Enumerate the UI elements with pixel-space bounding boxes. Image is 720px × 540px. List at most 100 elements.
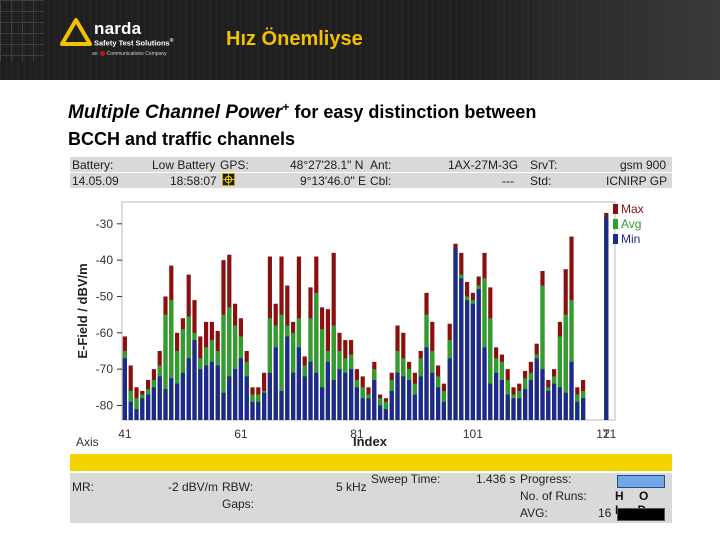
bar-min	[389, 390, 394, 420]
x-tick-label: 81	[350, 427, 364, 441]
bar-min	[459, 278, 464, 420]
bar-min	[209, 361, 214, 420]
bar-min	[418, 376, 423, 420]
bar-min	[157, 376, 162, 420]
bar-min	[540, 369, 545, 420]
subtitle-line2: BCCH and traffic channels	[68, 129, 296, 149]
bar-min	[244, 376, 249, 420]
rbw-label: RBW:	[222, 480, 254, 494]
bar-min	[569, 361, 574, 420]
bar-min	[233, 369, 238, 420]
bar-avg	[540, 285, 545, 420]
standard-value: ICNIRP GP	[606, 174, 668, 188]
logo-tag-suffix: Communications Company	[106, 51, 167, 57]
bar-avg	[557, 336, 562, 420]
y-tick-label: -70	[96, 362, 114, 376]
bar-min	[134, 409, 139, 420]
bar-min	[256, 401, 261, 420]
gps-fix-icon	[222, 173, 235, 189]
legend-swatch-max	[613, 204, 618, 214]
separator-bar	[70, 454, 672, 471]
slide-title: Hız Önemliyse	[226, 28, 363, 50]
subtitle-emphasis: Multiple Channel Power	[68, 102, 283, 123]
bar-min	[250, 401, 255, 420]
bar-min	[383, 409, 388, 420]
header-gradient	[460, 0, 720, 80]
subtitle-plus: +	[282, 100, 290, 114]
bar-avg	[221, 314, 226, 420]
info-row-2: 14.05.09 18:58:07 9°13'46.0" E Cbl: --- …	[70, 173, 672, 188]
legend-avg: Avg	[621, 217, 641, 231]
bar-min	[453, 247, 458, 420]
antenna-label: Ant:	[370, 158, 392, 172]
y-axis-title: E-Field / dBV/m	[75, 263, 90, 358]
runs-label: No. of Runs:	[520, 489, 587, 503]
mr-label: MR:	[72, 480, 94, 494]
bar-min	[436, 387, 441, 420]
bar-avg	[169, 300, 174, 420]
bar-min	[128, 401, 133, 420]
axis-softkey[interactable]: Axis	[76, 435, 99, 449]
mr-value: -2 dBV/m	[168, 480, 219, 494]
y-tick-label: -30	[96, 217, 114, 231]
legend-swatch-avg	[613, 219, 618, 229]
standard-label: Std:	[530, 174, 552, 188]
bar-min	[528, 380, 533, 420]
bar-min	[360, 398, 365, 420]
bar-min	[412, 394, 417, 420]
gaps-label: Gaps:	[222, 497, 255, 511]
y-tick-label: -40	[96, 253, 114, 267]
slide-header: narda Safety Test Solutions® an Communica…	[0, 0, 720, 80]
time-value: 18:58:07	[170, 174, 217, 188]
bar-min	[221, 392, 226, 420]
bar-min	[215, 365, 220, 420]
bar-min	[581, 398, 586, 420]
bar-min	[146, 394, 151, 420]
bar-min	[163, 389, 168, 420]
battery-label: Battery:	[72, 158, 114, 172]
bar-min	[534, 358, 539, 420]
bar-min	[169, 378, 174, 420]
bar-min	[285, 336, 290, 420]
l3-logo-icon	[99, 51, 105, 57]
bar-min	[291, 372, 296, 420]
bar-min	[238, 358, 243, 420]
bar-min	[314, 372, 319, 420]
sweep-time-label: Sweep Time:	[371, 472, 441, 486]
bar-min	[424, 347, 429, 420]
bar-min	[499, 380, 504, 420]
bar-min	[140, 398, 145, 420]
bar-min	[505, 394, 510, 420]
bar-avg	[163, 314, 168, 420]
bar-min	[204, 365, 209, 420]
narda-logo: narda Safety Test Solutions® an Communica…	[60, 18, 210, 66]
rbw-value: 5 kHz	[336, 480, 367, 494]
x-axis-title: Index	[353, 434, 387, 449]
bar-min	[575, 401, 580, 420]
bar-min	[331, 380, 336, 420]
legend-swatch-min	[613, 234, 618, 244]
bar-min	[407, 380, 412, 420]
bar-min	[430, 372, 435, 420]
x-tick-label: 61	[234, 427, 248, 441]
gps-latitude: 48°27'28.1" N	[290, 158, 364, 172]
date-value: 14.05.09	[72, 174, 119, 188]
bar-min	[604, 216, 609, 420]
bar-min	[337, 369, 342, 420]
bar-min	[320, 387, 325, 420]
gps-label: GPS:	[220, 158, 249, 172]
bar-min	[151, 387, 156, 420]
bar-min	[378, 405, 383, 420]
y-tick-label: -80	[96, 398, 114, 412]
slide-subtitle: Multiple Channel Power+ for easy distinc…	[68, 99, 708, 152]
x-tick-label: 41	[118, 427, 132, 441]
gps-longitude: 9°13'46.0" E	[300, 174, 367, 188]
info-row-1: Battery: Low Battery GPS: 48°27'28.1" N …	[70, 157, 672, 172]
bar-min	[488, 383, 493, 420]
bar-avg	[320, 329, 325, 420]
bar-min	[546, 390, 551, 420]
bar-avg	[563, 314, 568, 420]
cable-label: Cbl:	[370, 174, 392, 188]
subtitle-rest: for easy distinction between	[289, 102, 537, 122]
progress-bar	[617, 475, 665, 488]
